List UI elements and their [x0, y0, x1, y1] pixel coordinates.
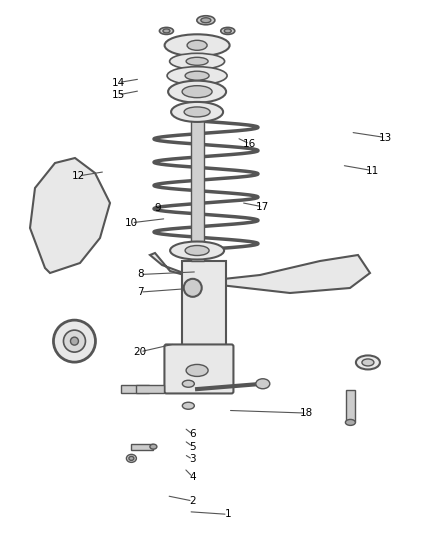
Bar — [121, 385, 149, 393]
Ellipse shape — [201, 18, 211, 23]
Ellipse shape — [221, 27, 235, 35]
Ellipse shape — [127, 454, 136, 463]
Ellipse shape — [170, 53, 225, 69]
Ellipse shape — [185, 246, 209, 255]
Ellipse shape — [346, 419, 355, 425]
Text: 2: 2 — [189, 496, 196, 506]
Ellipse shape — [64, 330, 85, 352]
Ellipse shape — [256, 379, 270, 389]
Bar — [131, 443, 153, 450]
Text: 18: 18 — [300, 408, 313, 418]
Bar — [182, 261, 226, 346]
Text: 7: 7 — [137, 287, 144, 297]
Text: 13: 13 — [379, 133, 392, 142]
Ellipse shape — [182, 380, 194, 387]
Ellipse shape — [186, 57, 208, 66]
Ellipse shape — [53, 320, 95, 362]
Text: 9: 9 — [154, 203, 161, 213]
Text: 5: 5 — [189, 442, 196, 451]
Text: 4: 4 — [189, 472, 196, 482]
Ellipse shape — [129, 456, 134, 461]
Text: 10: 10 — [125, 218, 138, 228]
Text: 12: 12 — [72, 171, 85, 181]
Text: 3: 3 — [189, 455, 196, 464]
Text: 11: 11 — [366, 166, 379, 175]
Ellipse shape — [163, 29, 170, 33]
Bar — [191, 112, 204, 261]
Text: 15: 15 — [112, 90, 125, 100]
Text: 16: 16 — [243, 139, 256, 149]
Text: 20: 20 — [134, 347, 147, 357]
Ellipse shape — [182, 86, 212, 98]
Ellipse shape — [356, 356, 380, 369]
Bar — [136, 385, 164, 393]
Text: 1: 1 — [224, 510, 231, 519]
Ellipse shape — [168, 80, 226, 103]
Polygon shape — [30, 158, 110, 273]
Ellipse shape — [224, 29, 231, 33]
Ellipse shape — [171, 102, 223, 122]
Ellipse shape — [159, 27, 173, 35]
Bar — [346, 390, 355, 423]
Ellipse shape — [184, 279, 202, 297]
Ellipse shape — [71, 337, 78, 345]
Ellipse shape — [167, 67, 227, 85]
Text: 14: 14 — [112, 78, 125, 87]
Ellipse shape — [197, 16, 215, 25]
Ellipse shape — [170, 241, 224, 260]
Text: 17: 17 — [256, 202, 269, 212]
Polygon shape — [150, 253, 370, 293]
Text: 6: 6 — [189, 430, 196, 439]
Ellipse shape — [182, 402, 194, 409]
FancyBboxPatch shape — [164, 344, 233, 393]
Text: 8: 8 — [137, 270, 144, 279]
Ellipse shape — [186, 365, 208, 376]
Ellipse shape — [185, 71, 209, 80]
Ellipse shape — [165, 34, 230, 56]
Ellipse shape — [362, 359, 374, 366]
Ellipse shape — [150, 444, 157, 449]
Ellipse shape — [187, 41, 207, 50]
Ellipse shape — [184, 107, 210, 117]
